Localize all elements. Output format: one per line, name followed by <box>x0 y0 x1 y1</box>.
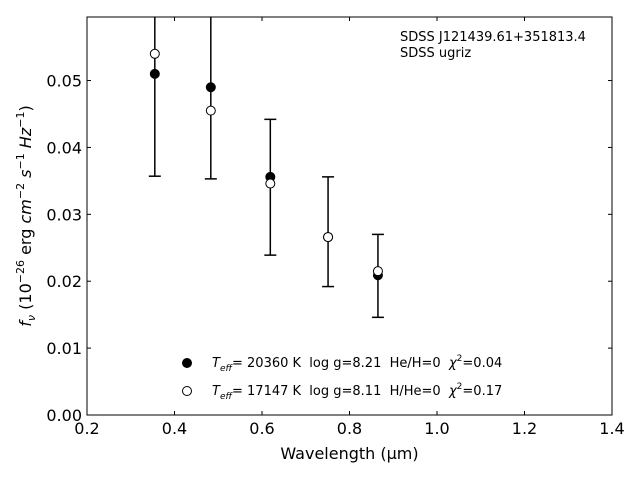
y-axis-ticks: 0.00 0.01 0.02 0.03 0.04 0.05 <box>46 72 612 425</box>
plot-frame <box>86 16 613 416</box>
annotation-object-name: SDSS J121439.61+351813.4 <box>400 30 586 45</box>
y-tick-label: 0.05 <box>46 72 82 91</box>
data-point-open <box>372 266 383 277</box>
x-tick-label: 1.2 <box>512 419 537 438</box>
legend-marker-filled <box>182 358 192 368</box>
data-point-open <box>265 178 276 189</box>
y-tick-label: 0.04 <box>46 138 82 157</box>
x-axis-ticks: 0.2 0.4 0.6 0.8 1.0 1.2 1.4 <box>74 17 625 438</box>
x-tick-label: 1.4 <box>599 419 624 438</box>
y-axis-label: fν (10−26 erg cm−2 s−1 Hz−1) <box>14 105 38 326</box>
data-point-open <box>149 48 160 59</box>
legend-marker-open <box>182 386 192 396</box>
plot-area <box>87 17 612 415</box>
y-tick-label: 0.00 <box>46 406 82 425</box>
data-point-open <box>205 105 216 116</box>
legend: Teff= 20360 K log g=8.21 He/H=0 χ2=0.04 … <box>182 354 502 402</box>
x-axis-label: Wavelength (μm) <box>280 444 418 463</box>
data-markers <box>149 48 383 281</box>
x-tick-label: 0.8 <box>337 419 362 438</box>
x-tick-label: 0.4 <box>162 419 187 438</box>
annotation-filter-set: SDSS ugriz <box>400 46 471 61</box>
y-tick-label: 0.03 <box>46 205 82 224</box>
data-point-filled <box>149 68 160 79</box>
data-point-filled <box>205 82 216 93</box>
x-tick-label: 0.6 <box>249 419 274 438</box>
x-tick-label: 1.0 <box>424 419 449 438</box>
data-point-open <box>323 232 334 243</box>
legend-entry-2: Teff= 17147 K log g=8.11 H/He=0 χ2=0.17 <box>212 382 502 402</box>
legend-entry-1: Teff= 20360 K log g=8.21 He/H=0 χ2=0.04 <box>212 354 502 374</box>
x-tick-label: 0.2 <box>74 419 99 438</box>
y-tick-label: 0.01 <box>46 339 82 358</box>
y-tick-label: 0.02 <box>46 272 82 291</box>
